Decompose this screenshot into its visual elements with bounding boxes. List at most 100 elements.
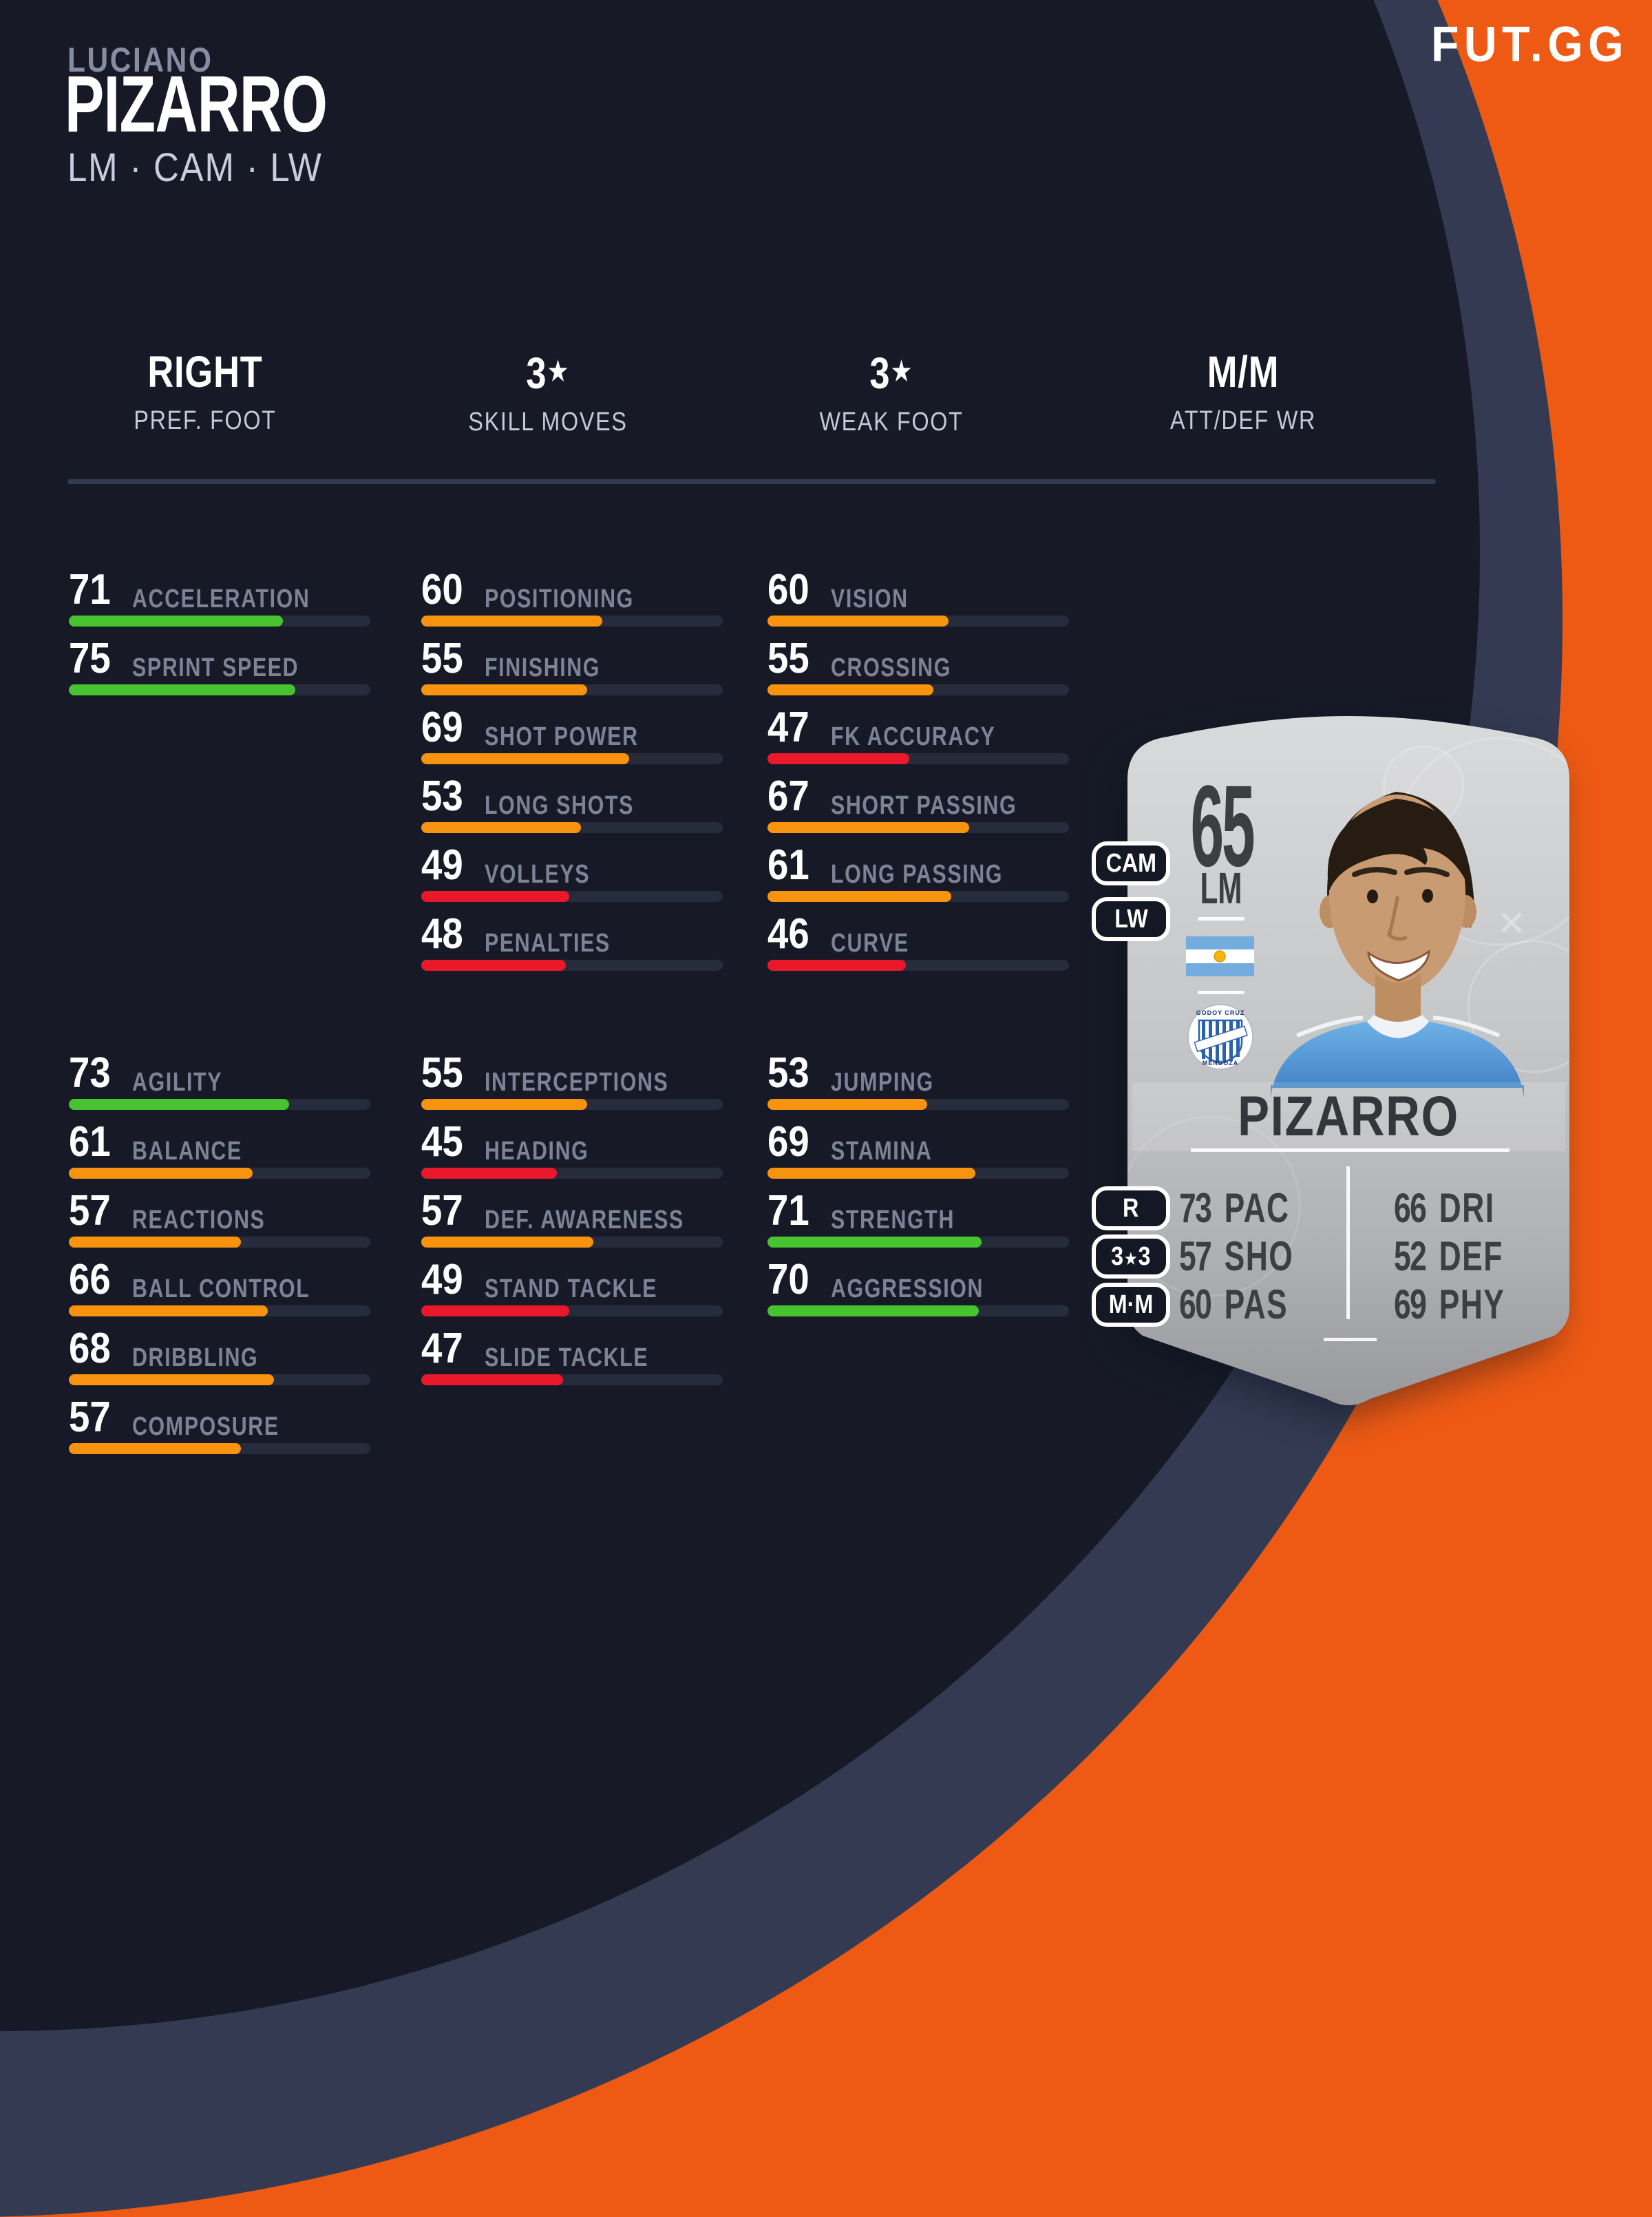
stat-row-def-awareness: 57 DEF. AWARENESS [421,1190,724,1265]
stat-bar-fill [421,1305,569,1316]
stat-bar-fill [767,1168,976,1179]
stat-bar-track [767,960,1069,971]
stat-row-aggression: 70 AGGRESSION [767,1259,1070,1334]
stat-label: SLIDE TACKLE [485,1343,649,1372]
stat-row-fk-accuracy: 47 FK ACCURACY [767,706,1070,781]
stat-label: ACCELERATION [132,585,310,613]
card-stat-label: DEF [1439,1233,1503,1279]
stat-value: 69 [421,704,463,751]
stat-label: STAMINA [831,1137,933,1166]
stat-bar-track [421,753,723,764]
card-stat-label: SHO [1224,1233,1294,1279]
stat-row-positioning: 60 POSITIONING [421,569,724,644]
stat-label: STAND TACKLE [485,1274,658,1303]
stat-value: 55 [767,635,809,682]
stat-bar-track [421,1305,723,1316]
stat-label: INTERCEPTIONS [485,1068,669,1097]
stat-label: COMPOSURE [132,1412,279,1441]
info-value: RIGHT [147,347,263,397]
stat-bar-track [421,822,723,833]
argentina-flag [1186,936,1254,976]
stat-bar-fill [421,684,587,695]
card-stat-pas: 60 PAS [1155,1281,1288,1329]
badge-skill-weakfoot: 3★3 [1092,1234,1170,1279]
stat-value: 55 [421,1049,463,1097]
stat-row-long-passing: 61 LONG PASSING [767,844,1070,919]
info-label: SKILL MOVES [468,408,628,437]
stat-bar-fill [421,1237,593,1248]
card-player-name: PIZARRO [1238,1085,1459,1148]
player-photo [1271,792,1524,1097]
stat-label: SPRINT SPEED [132,653,299,682]
stat-row-stand-tackle: 49 STAND TACKLE [421,1259,724,1334]
stat-row-short-passing: 67 SHORT PASSING [767,775,1070,850]
stat-bar-fill [767,753,909,764]
stat-row-penalties: 48 PENALTIES [421,913,724,988]
stat-row-volleys: 49 VOLLEYS [421,844,724,919]
stat-bar-fill [767,684,933,695]
stat-value: 60 [421,566,463,613]
card-stat-value: 52 [1393,1233,1427,1279]
stat-row-sprint-speed: 75 SPRINT SPEED [69,638,372,713]
stat-bar-track [69,684,370,695]
stat-bar-fill [421,753,630,764]
card-stat-value: 66 [1393,1185,1427,1231]
stat-bar-fill [767,891,952,902]
player-card-art: GODOY CRUZ MENDOZA [1127,716,1569,1405]
info-label: PREF. FOOT [134,406,277,435]
stat-block-col1-top: 71 ACCELERATION 75 SPRINT SPEED [69,569,372,713]
stat-label: DRIBBLING [132,1343,259,1372]
stat-row-slide-tackle: 47 SLIDE TACKLE [421,1327,724,1402]
stat-bar-track [767,753,1069,764]
crest-top-text: GODOY CRUZ [1196,1009,1245,1016]
stat-value: 68 [69,1325,111,1372]
stat-value: 57 [69,1187,111,1234]
stat-bar-fill [421,1099,587,1110]
stat-row-acceleration: 71 ACCELERATION [69,569,372,644]
stat-value: 61 [767,841,809,889]
card-stat-pac: 73 PAC [1155,1184,1290,1232]
stat-bar-track [421,1099,723,1110]
stat-bar-track [767,1237,1069,1248]
card-name-band [1132,1082,1565,1151]
stat-bar-track [421,616,723,627]
stat-row-composure: 57 COMPOSURE [69,1396,372,1471]
info-item-att-def-wr: M/M ATT/DEF WR [1157,350,1328,436]
stat-value: 48 [421,910,463,958]
stat-bar-track [69,616,370,627]
card-stat-def: 52 DEF [1370,1232,1503,1281]
info-value: 3★ [526,348,570,398]
stat-bar-fill [69,1305,268,1316]
stat-value: 49 [421,841,463,889]
card-position: LM [1200,863,1242,913]
card-stat-value: 69 [1393,1281,1427,1327]
info-item-skill-moves: 3★ SKILL MOVES [454,350,642,437]
stat-value: 73 [69,1049,111,1097]
stat-bar-track [421,960,723,971]
card-stat-value: 60 [1178,1281,1212,1327]
stat-bar-track [767,616,1069,627]
player-first-name: LUCIANO [67,41,213,79]
stat-bar-fill [767,1305,979,1316]
stat-bar-track [767,684,1069,695]
card-stat-label: DRI [1439,1185,1495,1231]
stat-value: 75 [69,635,111,682]
stat-value: 57 [421,1187,463,1234]
stat-value: 49 [421,1256,463,1303]
stat-value: 47 [767,704,809,751]
stat-value: 67 [767,773,809,820]
stat-label: CURVE [831,929,909,958]
stat-bar-fill [421,1374,563,1385]
card-stat-value: 73 [1178,1185,1212,1231]
info-label: ATT/DEF WR [1170,406,1316,435]
stat-label: CROSSING [831,653,951,682]
stat-block-col1-bottom: 73 AGILITY 61 BALANCE 57 REACTIONS 66 BALL CONT… [69,1052,372,1471]
stat-block-col3-top: 60 VISION 55 CROSSING 47 FK ACCURACY 67 SHORT P… [767,569,1070,988]
stat-row-agility: 73 AGILITY [69,1052,372,1127]
stat-block-col2-top: 60 POSITIONING 55 FINISHING 69 SHOT POWER 53 LO… [421,569,724,988]
stat-bar-track [69,1099,370,1110]
stat-bar-fill [767,616,949,627]
card-stats-divider [1346,1166,1350,1319]
info-value: 3★ [869,348,913,398]
stat-label: HEADING [485,1137,589,1166]
